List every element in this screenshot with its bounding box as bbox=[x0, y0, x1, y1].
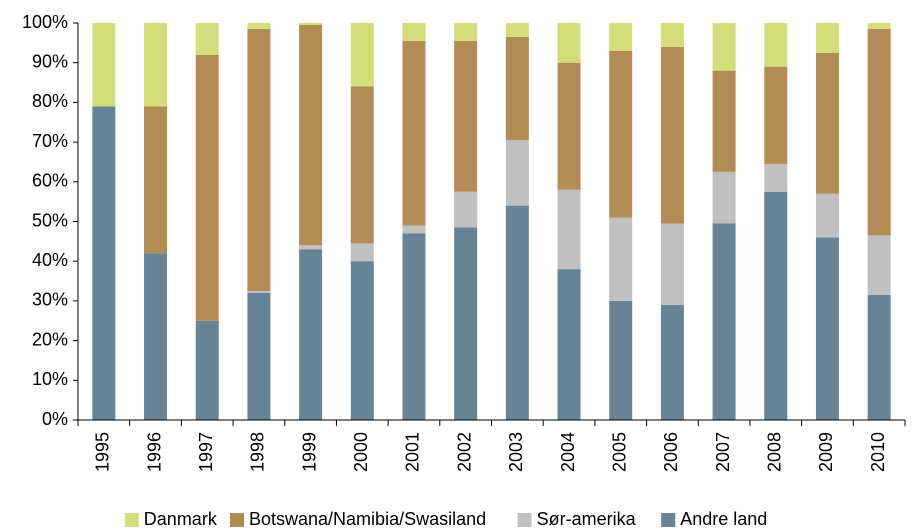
bar-segment bbox=[299, 249, 323, 420]
x-tick-label: 2004 bbox=[558, 432, 578, 472]
bar-segment bbox=[454, 191, 478, 228]
y-tick-label: 10% bbox=[32, 369, 68, 389]
bar-segment bbox=[764, 66, 788, 164]
bar-segment bbox=[557, 23, 581, 63]
bar-segment bbox=[350, 86, 374, 244]
bar-segment bbox=[764, 163, 788, 192]
bar-segment bbox=[144, 23, 168, 107]
legend-label: Sør-amerika bbox=[537, 509, 637, 529]
bar-segment bbox=[815, 52, 839, 194]
bar-segment bbox=[815, 193, 839, 238]
x-tick-label: 2000 bbox=[351, 432, 371, 472]
bar-segment bbox=[557, 269, 581, 420]
bar-segment bbox=[402, 233, 426, 420]
bar-segment bbox=[609, 23, 633, 51]
x-tick-label: 2006 bbox=[661, 432, 681, 472]
bar-segment bbox=[712, 23, 736, 71]
bar-segment bbox=[350, 261, 374, 420]
bar-segment bbox=[247, 292, 271, 420]
bar-segment bbox=[867, 28, 891, 236]
bar-segment bbox=[609, 217, 633, 301]
bar-segment bbox=[350, 243, 374, 262]
bar-segment bbox=[712, 171, 736, 224]
bar-segment bbox=[195, 320, 219, 420]
bar-segment bbox=[867, 235, 891, 295]
bar-segment bbox=[815, 23, 839, 53]
y-tick-label: 90% bbox=[32, 51, 68, 71]
x-tick-label: 2008 bbox=[765, 432, 785, 472]
x-tick-label: 2009 bbox=[816, 432, 836, 472]
bar-segment bbox=[764, 23, 788, 67]
bar-segment bbox=[660, 23, 684, 47]
bar-segment bbox=[454, 23, 478, 41]
bar-segment bbox=[402, 40, 426, 226]
bar-segment bbox=[505, 140, 529, 206]
bar-segment bbox=[764, 191, 788, 420]
x-tick-label: 1996 bbox=[144, 432, 164, 472]
bar-segment bbox=[712, 70, 736, 172]
legend-swatch bbox=[230, 513, 244, 527]
legend-swatch bbox=[517, 513, 532, 527]
bar-segment bbox=[195, 23, 219, 55]
bar-segment bbox=[660, 304, 684, 420]
bar-segment bbox=[557, 189, 581, 270]
bar-segment bbox=[92, 23, 116, 107]
bar-segment bbox=[247, 23, 271, 29]
x-tick-label: 2002 bbox=[454, 432, 474, 472]
x-tick-label: 1999 bbox=[299, 432, 319, 472]
bar-segment bbox=[144, 106, 168, 254]
bar-segment bbox=[505, 36, 529, 141]
bar-segment bbox=[712, 223, 736, 420]
bar-segment bbox=[247, 290, 271, 293]
bar-segment bbox=[195, 54, 219, 321]
bar-segment bbox=[350, 23, 374, 87]
y-tick-label: 70% bbox=[32, 131, 68, 151]
y-tick-label: 40% bbox=[32, 250, 68, 270]
bar-segment bbox=[92, 106, 116, 421]
bar-segment bbox=[299, 23, 323, 25]
x-tick-label: 2005 bbox=[609, 432, 629, 472]
y-tick-label: 100% bbox=[22, 12, 68, 32]
legend-label: Andre land bbox=[680, 509, 767, 529]
x-tick-label: 1998 bbox=[248, 432, 268, 472]
legend-swatch bbox=[124, 513, 139, 527]
y-tick-label: 60% bbox=[32, 171, 68, 191]
bar-segment bbox=[660, 46, 684, 224]
legend-swatch bbox=[661, 513, 676, 527]
bar-segment bbox=[299, 245, 323, 250]
x-tick-label: 1995 bbox=[93, 432, 113, 472]
bar-segment bbox=[609, 50, 633, 218]
x-tick-label: 2010 bbox=[868, 432, 888, 472]
x-tick-label: 2003 bbox=[506, 432, 526, 472]
bar-segment bbox=[867, 294, 891, 420]
y-tick-label: 30% bbox=[32, 290, 68, 310]
bar-segment bbox=[402, 225, 426, 234]
bar-segment bbox=[815, 237, 839, 420]
y-tick-label: 0% bbox=[42, 409, 68, 429]
bar-segment bbox=[867, 23, 891, 29]
bar-segment bbox=[247, 28, 271, 291]
bar-segment bbox=[557, 62, 581, 190]
y-tick-label: 80% bbox=[32, 91, 68, 111]
x-tick-label: 1997 bbox=[196, 432, 216, 472]
x-tick-label: 2007 bbox=[713, 432, 733, 472]
bar-segment bbox=[660, 223, 684, 305]
x-tick-label: 2001 bbox=[403, 432, 423, 472]
bar-segment bbox=[454, 40, 478, 192]
bar-segment bbox=[402, 23, 426, 41]
bar-segment bbox=[299, 24, 323, 246]
legend-label: Danmark bbox=[144, 509, 218, 529]
bar-segment bbox=[505, 23, 529, 37]
bar-segment bbox=[144, 253, 168, 420]
y-tick-label: 20% bbox=[32, 329, 68, 349]
y-tick-label: 50% bbox=[32, 210, 68, 230]
legend-label: Botswana/Namibia/Swasiland bbox=[249, 509, 486, 529]
bar-segment bbox=[505, 205, 529, 420]
bar-segment bbox=[609, 300, 633, 420]
bar-segment bbox=[454, 227, 478, 420]
